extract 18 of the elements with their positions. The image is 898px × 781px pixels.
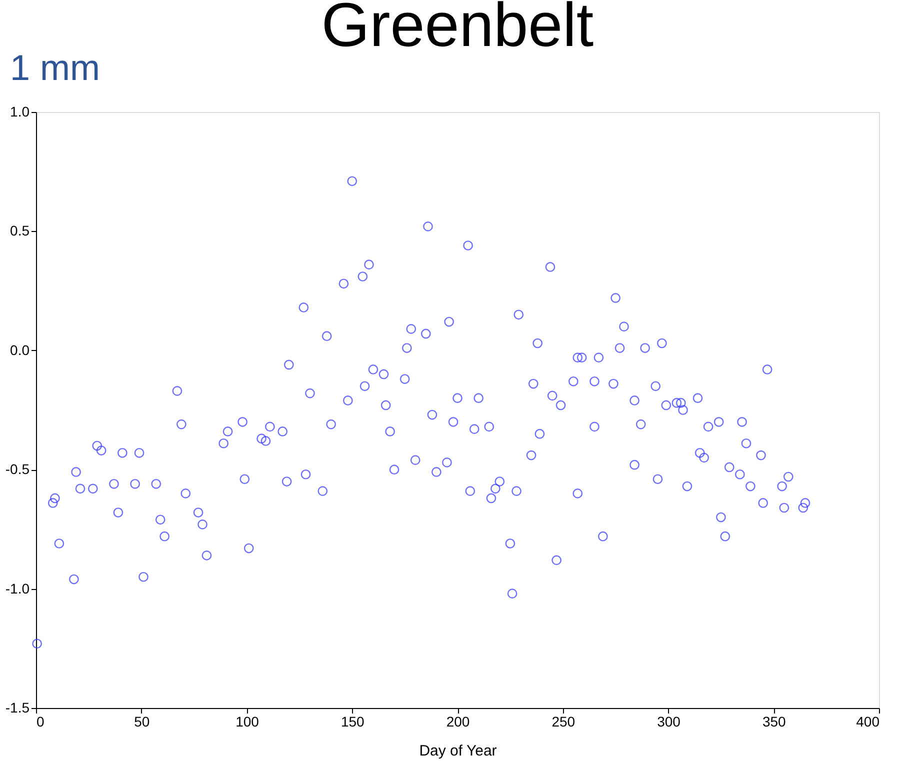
x-tick-label: 400 bbox=[856, 714, 880, 730]
y-tick-label: 0.5 bbox=[10, 222, 30, 239]
y-tick-label: -0.5 bbox=[5, 461, 30, 478]
x-tick-label: 150 bbox=[340, 714, 365, 730]
x-axis-title: Day of Year bbox=[419, 742, 497, 760]
y-tick-label: -1.5 bbox=[5, 700, 30, 716]
y-tick-label: 0.0 bbox=[10, 342, 30, 358]
text: 1 mm bbox=[10, 47, 100, 88]
chart-title: Greenbelt bbox=[321, 0, 594, 60]
y-tick-label: -1.0 bbox=[5, 580, 30, 596]
x-tick-label: 0 bbox=[36, 714, 44, 730]
x-tick-label: 50 bbox=[134, 714, 150, 730]
x-tick-label: 250 bbox=[552, 714, 576, 730]
x-tick-label: 100 bbox=[236, 714, 260, 730]
y-tick-label: 1.0 bbox=[10, 104, 30, 120]
x-tick-label: 300 bbox=[657, 714, 681, 730]
x-tick-label: 350 bbox=[762, 714, 786, 730]
x-tick-label: 200 bbox=[446, 714, 470, 730]
